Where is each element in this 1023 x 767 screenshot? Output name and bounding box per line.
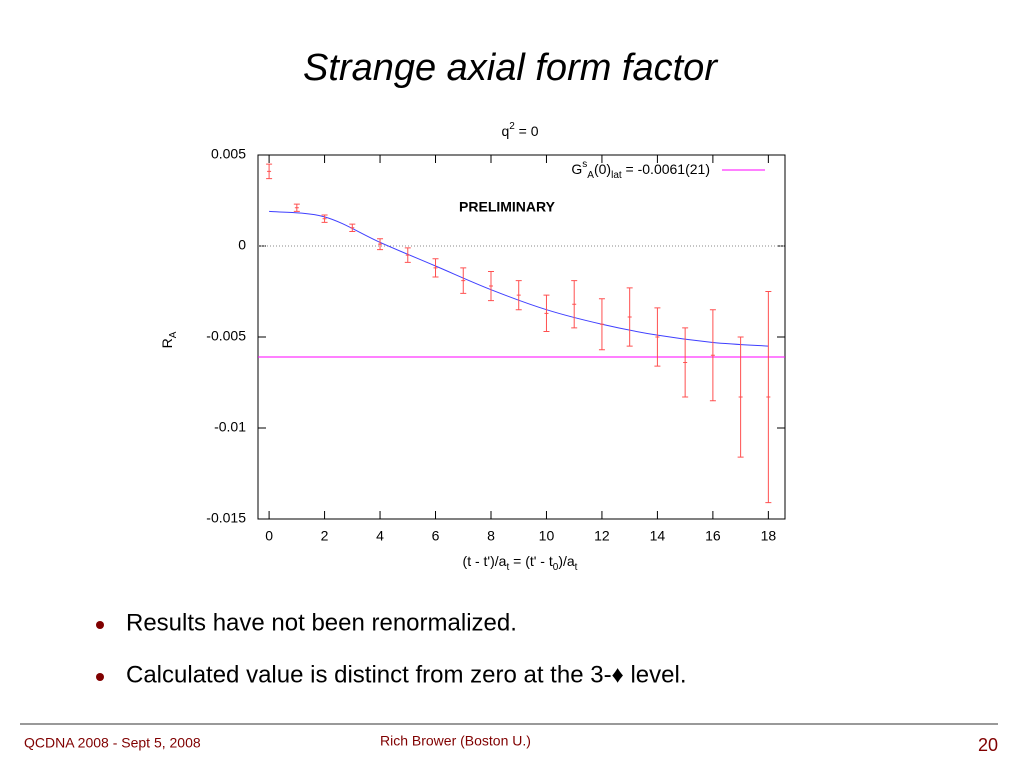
- legend-label-part: s: [582, 159, 587, 170]
- x-axis-label-part: t: [575, 562, 578, 573]
- error-bar: [321, 214, 328, 223]
- chart-title-part: q: [501, 123, 509, 139]
- x-axis-label-part: 0: [553, 562, 559, 573]
- x-tick-label: 6: [432, 528, 440, 544]
- error-bar: [377, 238, 384, 251]
- x-tick-label: 8: [487, 528, 495, 544]
- x-tick-label: 4: [376, 528, 384, 544]
- y-tick-label: -0.015: [206, 510, 246, 526]
- x-tick-label: 12: [594, 528, 610, 544]
- chart-title-part: = 0: [515, 123, 539, 139]
- y-tick-label: -0.005: [206, 328, 246, 344]
- footer-center: Rich Brower (Boston U.): [380, 733, 531, 749]
- error-bar: [682, 327, 689, 398]
- y-axis-label: RA: [159, 331, 179, 348]
- x-tick-label: 10: [539, 528, 555, 544]
- error-bar: [654, 307, 661, 367]
- error-bar: [293, 203, 300, 212]
- x-tick-label: 18: [761, 528, 777, 544]
- chart-title-part: 2: [509, 121, 515, 132]
- error-bar: [349, 223, 356, 232]
- x-axis-label-part: )/a: [558, 553, 575, 569]
- error-bar: [515, 280, 522, 311]
- bullet: Results have not been renormalized.: [126, 609, 517, 636]
- error-bar: [571, 280, 578, 329]
- fit-curve: [269, 210, 769, 347]
- error-bar: [543, 294, 550, 333]
- legend-label-part: = -0.0061(21): [622, 161, 710, 177]
- y-tick-label: 0.005: [211, 146, 246, 162]
- chart-title: q2 = 0: [501, 121, 538, 139]
- x-axis-label: (t - t')/at = (t' - t0)/at: [463, 553, 578, 573]
- y-tick-label: -0.01: [214, 419, 246, 435]
- legend-label-part: A: [587, 170, 594, 181]
- annotation: PRELIMINARY: [459, 199, 556, 215]
- error-bar: [626, 287, 633, 347]
- error-bar: [432, 258, 439, 278]
- slide-title: Strange axial form factor: [303, 47, 718, 89]
- x-tick-label: 16: [705, 528, 721, 544]
- page-number: 20: [978, 735, 998, 755]
- error-bar: [709, 309, 716, 402]
- error-bar: [737, 336, 744, 458]
- error-bar: [765, 291, 772, 504]
- y-axis-label-part: R: [159, 338, 175, 348]
- y-tick-label: 0: [238, 237, 246, 253]
- x-axis-label-part: (t - t')/a: [463, 553, 507, 569]
- x-tick-label: 2: [321, 528, 329, 544]
- error-bar: [487, 270, 494, 302]
- x-tick-label: 0: [265, 528, 273, 544]
- error-bar: [598, 298, 605, 351]
- legend-label-part: (0): [594, 161, 611, 177]
- x-axis-label-part: = (t' - t: [509, 553, 553, 569]
- legend-label-part: G: [571, 161, 582, 177]
- legend-label-part: lat: [611, 170, 622, 181]
- error-bar: [460, 267, 467, 294]
- x-tick-label: 14: [650, 528, 666, 544]
- legend-label: GsA(0)lat = -0.0061(21): [571, 159, 710, 181]
- error-bar: [266, 163, 273, 180]
- error-bar: [404, 247, 411, 263]
- bullet-dot: [96, 621, 104, 629]
- footer-left: QCDNA 2008 - Sept 5, 2008: [24, 735, 201, 751]
- bullet: Calculated value is distinct from zero a…: [126, 661, 687, 688]
- bullet-dot: [96, 673, 104, 681]
- x-axis-label-part: t: [506, 562, 509, 573]
- y-axis-label-part: A: [168, 331, 179, 338]
